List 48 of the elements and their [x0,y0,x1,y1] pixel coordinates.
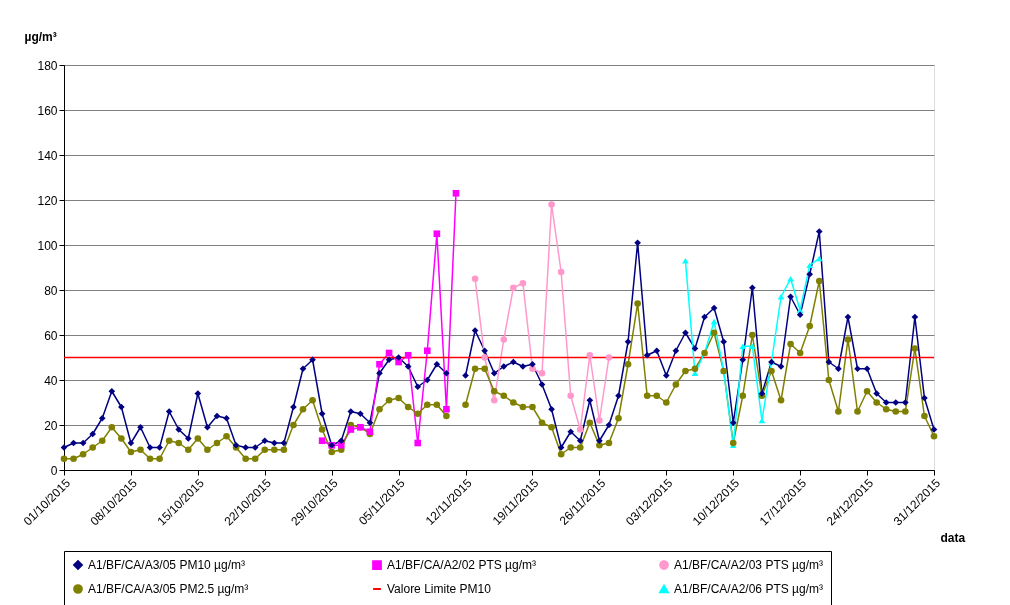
point [538,369,546,377]
legend-label: A1/BF/CA/A3/05 PM10 µg/m³ [88,558,245,573]
x-axis-title: data [940,530,966,545]
point [490,396,498,404]
point [510,284,517,292]
legend-label: A1/BF/CA/A3/05 PM2.5 µg/m³ [88,582,249,596]
y-tick-label: 120 [37,193,58,208]
point [567,392,575,400]
point [318,437,326,445]
y-tick-label: 60 [44,328,58,343]
point [596,417,603,424]
y-tick-label: 80 [44,283,58,298]
point [471,275,479,283]
y-tick-label: 160 [37,103,58,118]
legend-label: Valore Limite PM10 [387,582,492,596]
legend-label: A1/BF/CA/A2/02 PTS µg/m³ [387,558,536,573]
point [452,189,460,197]
legend-label: A1/BF/CA/A2/03 PTS µg/m³ [674,558,823,573]
point [500,336,508,343]
point [586,351,594,359]
point [433,230,441,238]
y-tick-label: 40 [44,373,58,388]
y-tick-label: 0 [50,463,58,478]
point [347,426,355,433]
point [481,354,488,361]
point [414,439,422,447]
point [519,279,527,287]
point [404,351,412,359]
y-axis-title: µg/m³ [24,29,57,44]
y-tick-label: 180 [37,58,58,73]
point [548,201,555,208]
point [376,360,383,368]
legend-label: A1/BF/CA/A2/06 PTS µg/m³ [674,582,823,596]
y-tick-label: 100 [37,238,58,253]
point [787,275,794,282]
point [576,426,584,433]
point [777,293,785,300]
y-tick-label: 20 [44,418,58,433]
point [423,347,431,355]
point [806,262,814,269]
y-tick-label: 140 [37,148,58,163]
point [749,343,756,350]
point [739,343,747,350]
point [557,268,565,276]
point [682,257,689,264]
point [443,405,450,413]
point [605,354,613,361]
point [337,441,345,449]
